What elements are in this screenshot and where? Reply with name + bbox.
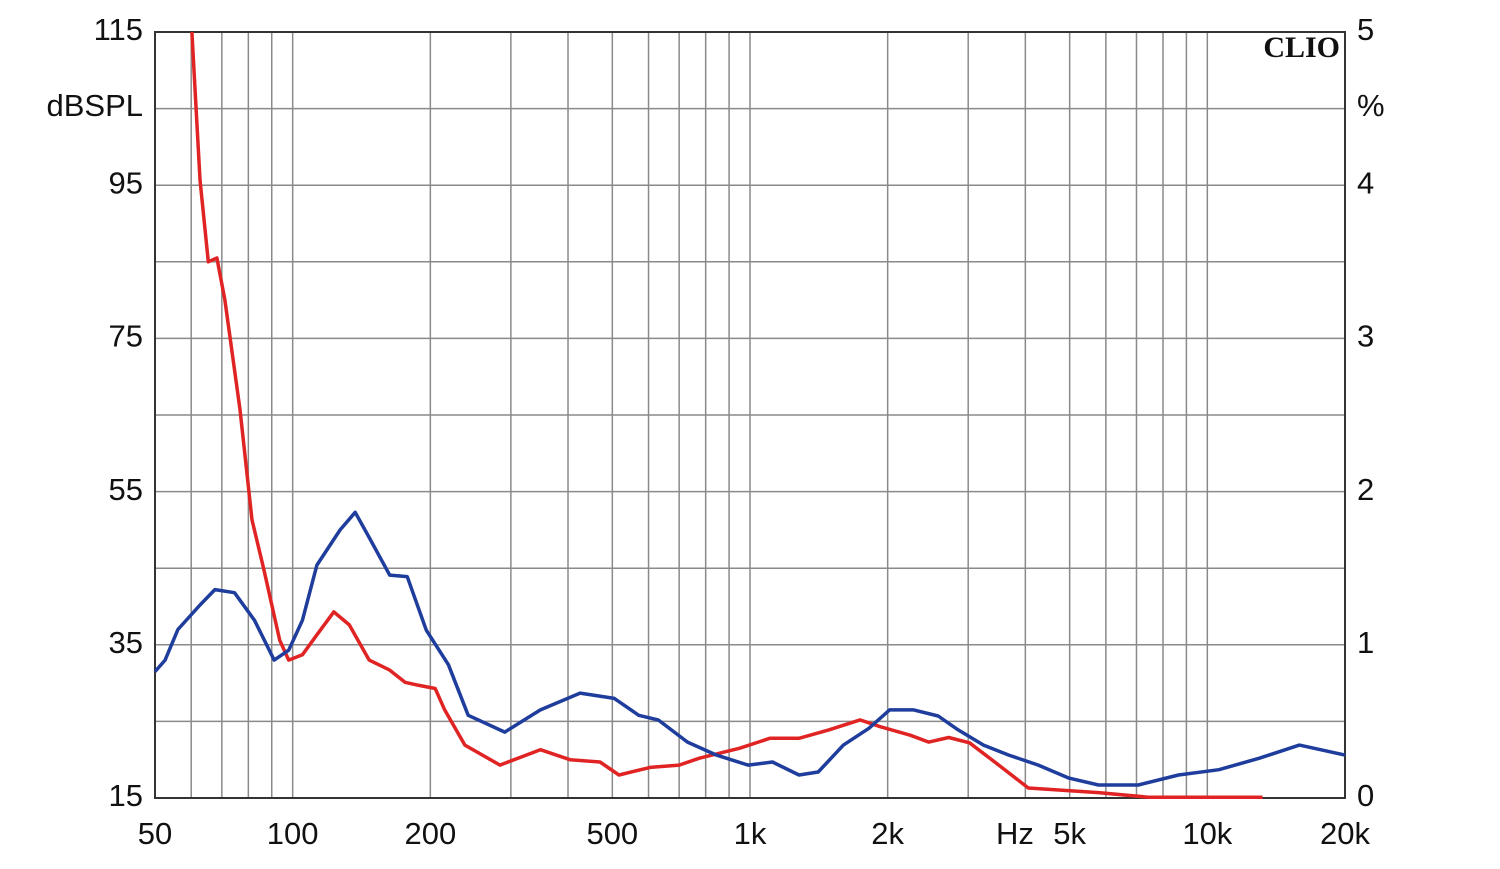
y2-axis-label: % (1357, 88, 1385, 123)
y-tick-label: 15 (109, 778, 143, 813)
y-tick-label: 95 (109, 165, 143, 200)
y2-tick-label: 0 (1357, 778, 1374, 813)
x-tick-label: 2k (871, 816, 904, 851)
x-tick-label: 500 (586, 816, 638, 851)
series-line (153, 510, 1346, 787)
y-tick-label: 75 (109, 319, 143, 354)
x-tick-label: 100 (267, 816, 319, 851)
x-tick-label: 200 (404, 816, 456, 851)
y2-tick-label: 3 (1357, 319, 1374, 354)
y2-tick-label: 4 (1357, 165, 1374, 200)
y-axis-label: dBSPL (46, 88, 143, 123)
x-tick-label: 10k (1182, 816, 1232, 851)
x-axis-label: Hz (996, 816, 1034, 851)
series-line (190, 31, 1263, 799)
x-tick-label: 1k (734, 816, 767, 851)
y2-tick-label: 5 (1357, 12, 1374, 47)
y-tick-label: 55 (109, 472, 143, 507)
plot-border (154, 31, 1346, 799)
y2-tick-label: 1 (1357, 625, 1374, 660)
y2-tick-label: 2 (1357, 472, 1374, 507)
y-tick-label: 35 (109, 625, 143, 660)
x-tick-label: 20k (1320, 816, 1370, 851)
brand: CLIO (1263, 31, 1340, 64)
x-tick-label: 5k (1053, 816, 1086, 851)
y-tick-label: 115 (94, 12, 143, 47)
x-tick-label: 50 (138, 816, 172, 851)
